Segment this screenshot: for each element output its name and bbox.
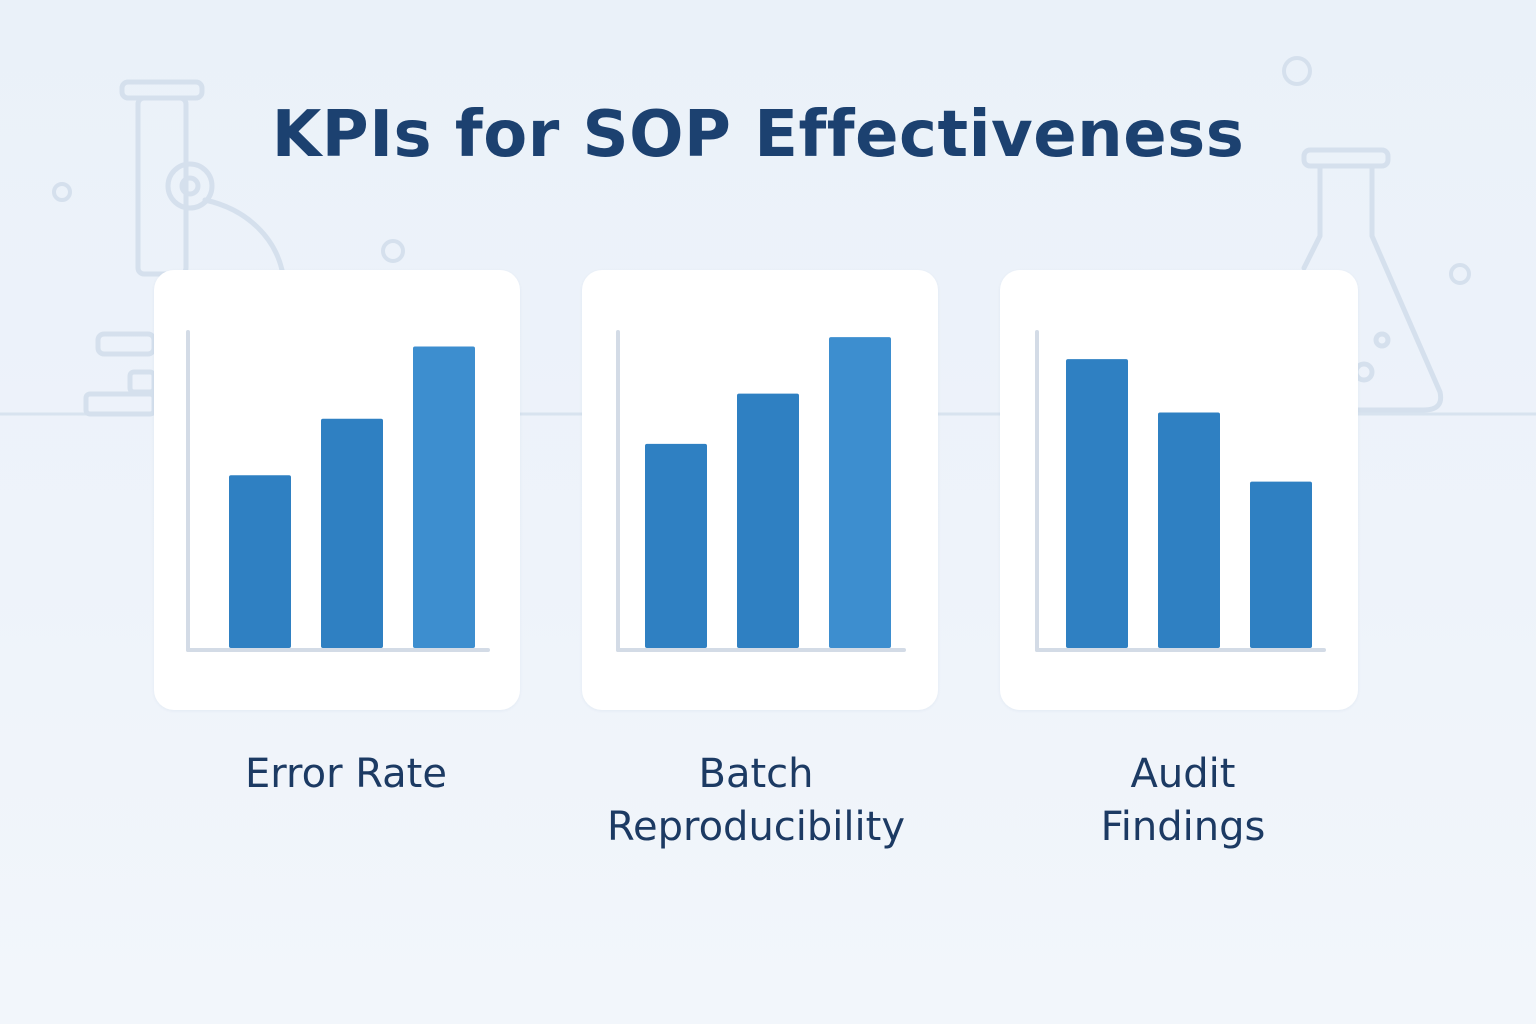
bar-2	[1158, 412, 1220, 648]
bar-3	[413, 346, 475, 648]
kpi-label-error-rate: Error Rate	[136, 748, 556, 801]
kpi-label-line: Batch	[698, 751, 814, 797]
bar-2	[321, 418, 383, 648]
bar-3	[829, 337, 891, 648]
bar-1	[645, 443, 707, 648]
bar-2	[737, 393, 799, 648]
kpi-label-line: Reproducibility	[607, 804, 905, 850]
bar-3	[1250, 481, 1312, 648]
kpi-label-audit-findings: Audit Findings	[973, 748, 1393, 854]
bar-1	[229, 475, 291, 648]
flask-icon	[1301, 147, 1444, 413]
error-rate-chart	[186, 330, 490, 652]
kpi-label-batch-reproducibility: Batch Reproducibility	[546, 748, 966, 854]
kpi-card-batch-reproducibility	[582, 270, 938, 710]
audit-findings-chart	[1035, 330, 1326, 652]
bar-1	[1066, 359, 1128, 648]
kpi-card-error-rate	[154, 270, 520, 710]
kpi-card-audit-findings	[1000, 270, 1358, 710]
batch-reproducibility-chart	[616, 330, 906, 652]
kpi-label-line: Audit	[1130, 751, 1236, 797]
kpi-label-text: Error Rate	[245, 751, 447, 797]
decorative-dots	[52, 56, 1471, 285]
page-title: KPIs for SOP Effectiveness	[271, 98, 1245, 172]
kpi-label-line: Findings	[1100, 804, 1266, 850]
microscope-icon	[83, 79, 285, 417]
